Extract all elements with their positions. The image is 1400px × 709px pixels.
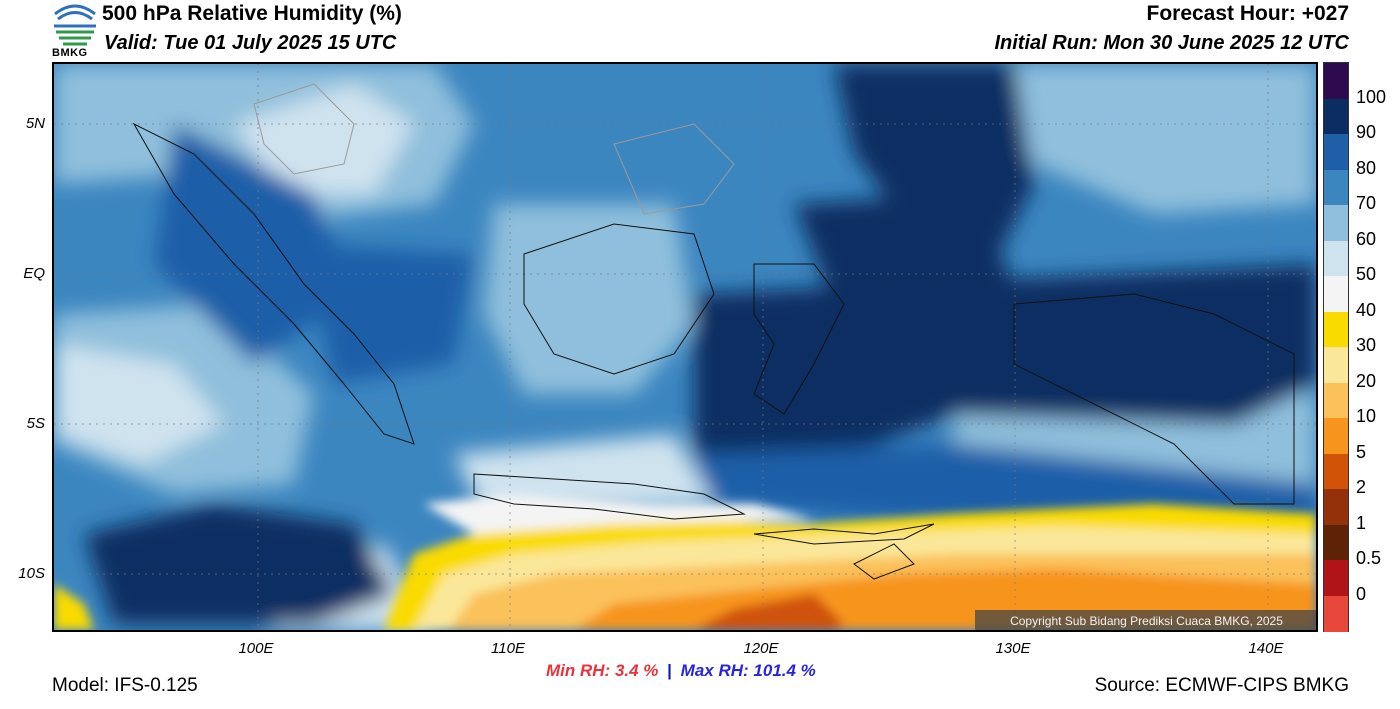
colorbar-segment <box>1324 134 1348 170</box>
min-rh-label: Min RH: <box>546 661 611 680</box>
colorbar-label: 100 <box>1356 86 1387 107</box>
max-rh-label: Max RH: <box>680 661 749 680</box>
stats-separator: | <box>667 661 672 680</box>
colorbar-segment <box>1324 524 1348 561</box>
colorbar-segment <box>1324 169 1348 206</box>
bmkg-logo <box>50 0 100 62</box>
colorbar-segment <box>1324 418 1348 454</box>
colorbar-segment <box>1324 560 1348 596</box>
colorbar-label: 40 <box>1356 299 1377 320</box>
colorbar <box>1323 62 1349 632</box>
colorbar-label: 20 <box>1356 370 1377 391</box>
colorbar-segment <box>1324 98 1348 135</box>
colorbar-label: 0 <box>1356 583 1367 604</box>
bmkg-logo-icon <box>54 4 96 46</box>
coastlines <box>132 83 1295 580</box>
colorbar-segment <box>1324 347 1348 383</box>
colorbar-label: 50 <box>1356 264 1377 284</box>
colorbar-segment <box>1324 276 1348 312</box>
max-rh-value: 101.4 % <box>753 661 816 680</box>
colorbar-segment <box>1324 63 1348 99</box>
lon-label-140e: 140E <box>1248 640 1284 657</box>
forecast-hour: Forecast Hour: +027 <box>1146 2 1350 25</box>
colorbar-segment <box>1324 453 1348 490</box>
colorbar-label: 60 <box>1356 228 1377 249</box>
lat-label-5n: 5N <box>25 115 45 132</box>
colorbar-segment <box>1324 382 1348 419</box>
colorbar-label: 90 <box>1356 122 1377 142</box>
source-label: Source: ECMWF-CIPS BMKG <box>1094 675 1349 696</box>
humidity-map: Copyright Sub Bidang Prediksi Cuaca BMKG… <box>52 62 1318 632</box>
colorbar-label: 10 <box>1356 406 1377 426</box>
colorbar-segment <box>1324 205 1348 241</box>
colorbar-label: 0.5 <box>1356 548 1382 568</box>
lat-label-5s: 5S <box>26 415 45 432</box>
colorbar-segment <box>1324 489 1348 525</box>
lat-label-eq: EQ <box>23 265 45 282</box>
chart-title: 500 hPa Relative Humidity (%) <box>102 2 402 25</box>
map-field <box>54 64 1316 630</box>
colorbar-label: 5 <box>1356 441 1367 462</box>
lon-label-110e: 110E <box>491 640 525 657</box>
colorbar-label: 30 <box>1356 335 1377 355</box>
lon-label-120e: 120E <box>743 640 779 657</box>
colorbar-segment <box>1324 595 1348 632</box>
colorbar-label: 80 <box>1356 157 1377 178</box>
colorbar-label: 2 <box>1356 477 1367 497</box>
colorbar-label: 70 <box>1356 193 1377 213</box>
colorbar-segment <box>1324 311 1348 348</box>
colorbar-segment <box>1324 240 1348 277</box>
initial-run: Initial Run: Mon 30 June 2025 12 UTC <box>994 32 1349 54</box>
logo-text: BMKG <box>52 47 88 59</box>
min-rh-value: 3.4 % <box>614 661 659 680</box>
lon-label-100e: 100E <box>238 640 274 657</box>
colorbar-label: 1 <box>1356 512 1367 533</box>
rh-stats: Min RH: 3.4 % | Max RH: 101.4 % <box>546 661 816 681</box>
lat-label-10s: 10S <box>18 565 45 582</box>
copyright-label: Copyright Sub Bidang Prediksi Cuaca BMKG… <box>975 610 1316 630</box>
lon-label-130e: 130E <box>995 640 1031 657</box>
model-label: Model: IFS-0.125 <box>52 675 198 696</box>
valid-time: Valid: Tue 01 July 2025 15 UTC <box>104 32 397 54</box>
